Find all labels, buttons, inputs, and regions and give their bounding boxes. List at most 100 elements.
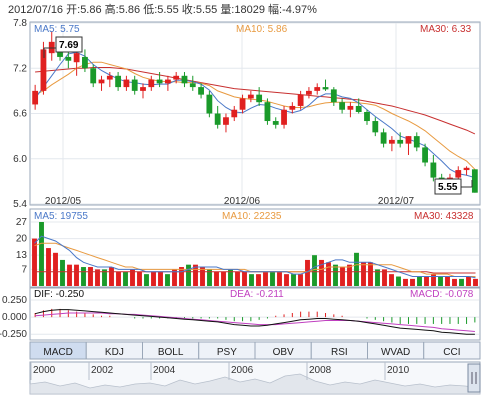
tab-psy[interactable]: PSY [198, 341, 256, 360]
timeline-year-label: 2004 [153, 365, 176, 376]
candle-body [281, 109, 287, 125]
timeline-range-handle[interactable] [467, 363, 481, 393]
macd-y-tick: 0.250 [2, 295, 27, 306]
tab-cci[interactable]: CCI [423, 341, 481, 360]
macd-value-legend: MACD: -0.078 [410, 289, 474, 300]
volume-bar [81, 267, 86, 286]
volume-ma30-legend: MA30: 43328 [414, 211, 474, 222]
volume-y-tick: 13 [16, 250, 28, 261]
macd-lines [34, 309, 475, 335]
volume-bar [333, 264, 338, 286]
volume-bars [32, 222, 478, 286]
max-price-callout: 7.69 [43, 36, 83, 58]
volume-bar [305, 259, 310, 286]
candle-body [397, 139, 404, 144]
volume-bar [361, 262, 366, 286]
volume-ma10-legend: MA10: 22235 [222, 211, 282, 222]
candle-body [256, 94, 263, 103]
candle-body [289, 105, 296, 110]
volume-bar [158, 271, 163, 286]
price-ma5-line [34, 51, 476, 179]
volume-bar [130, 269, 135, 286]
candle-body [82, 56, 88, 69]
volume-bar [319, 259, 324, 286]
macd-dea-legend: DEA: -0.211 [230, 289, 284, 300]
candle-body [123, 79, 130, 88]
volume-bar [263, 271, 268, 286]
volume-bar [396, 276, 401, 286]
tab-wvad[interactable]: WVAD [367, 341, 425, 360]
timeline-year-label: 2008 [309, 365, 332, 376]
timeline-navigator: 2000 2002 2004 2006 2008 2010 [29, 361, 481, 395]
candle-body [247, 94, 254, 99]
volume-panel: 27 20 13 7 MA5: 19755 MA10: 22235 MA30: 433… [16, 208, 481, 288]
volume-bar [284, 274, 289, 286]
timeline-sparkline [29, 373, 481, 395]
macd-dea-line [35, 312, 475, 332]
volume-bar [235, 271, 240, 286]
header-volume: 18029 [234, 4, 265, 16]
volume-bar [312, 255, 317, 286]
tab-label: PSY [217, 347, 237, 358]
candle-body [198, 87, 204, 95]
macd-panel-frame [29, 287, 481, 341]
volume-bar [326, 262, 331, 286]
volume-bar [438, 276, 443, 286]
candle-body [214, 113, 221, 125]
volume-bar [459, 278, 464, 286]
candle-body [164, 79, 171, 84]
volume-bar [410, 278, 415, 286]
price-y-tick: 7.2 [13, 63, 27, 74]
macd-y-tick: -0.250 [0, 329, 27, 340]
volume-bar [403, 278, 408, 286]
volume-ma5-legend: MA5: 19755 [34, 211, 88, 222]
volume-ma5-line [34, 235, 476, 279]
tab-obv[interactable]: OBV [254, 341, 312, 360]
price-grid [31, 22, 479, 205]
candle-body [388, 139, 395, 144]
price-ma5-legend: MA5: 5.75 [34, 24, 80, 35]
tab-macd[interactable]: MACD [29, 341, 87, 360]
header-high-label: 高: [105, 2, 119, 16]
min-price-label: 5.55 [438, 182, 458, 193]
price-y-tick: 6.6 [13, 109, 27, 120]
volume-bar [193, 264, 198, 286]
volume-bar [123, 271, 128, 286]
header-open: 5.86 [80, 4, 101, 16]
candle-body [40, 49, 47, 91]
volume-bar [74, 264, 79, 286]
candle-body [322, 87, 329, 90]
candle-body [131, 79, 138, 91]
ohlc-header: 2012/07/16 开:5.86 高:5.86 低:5.55 收:5.55 量… [8, 2, 317, 16]
candle-body [463, 167, 470, 171]
candle-body [65, 56, 72, 61]
volume-bar [53, 252, 58, 286]
volume-y-tick: 27 [16, 217, 28, 228]
candle-body [430, 162, 437, 178]
volume-bar [431, 274, 436, 286]
macd-y-axis: 0.250 0.000 -0.250 [0, 295, 27, 340]
macd-dif-line [34, 309, 475, 335]
volume-bar [116, 271, 121, 286]
candle-body [189, 83, 196, 88]
tab-boll[interactable]: BOLL [142, 341, 200, 360]
tab-kdj[interactable]: KDJ [85, 341, 143, 360]
macd-y-tick: 0.000 [2, 312, 27, 323]
candle-body [306, 90, 312, 95]
volume-moving-averages [34, 235, 476, 279]
max-price-label: 7.69 [59, 40, 79, 51]
volume-bar [67, 264, 72, 286]
timeline-year-label: 2000 [33, 365, 56, 376]
volume-y-tick: 7 [21, 264, 27, 275]
candle-body [173, 75, 180, 80]
tab-label: BOLL [158, 347, 184, 358]
volume-bar [473, 278, 478, 286]
svg-text:2012/07/16 开:5.86: 2012/07/16 开:5.86 高:5.86 低:5.55 收:5.55 量… [8, 2, 317, 16]
candle-body [405, 136, 412, 144]
tab-rsi[interactable]: RSI [310, 341, 368, 360]
volume-bar [200, 267, 205, 286]
price-moving-averages [34, 51, 476, 179]
tab-label: KDJ [105, 347, 124, 358]
